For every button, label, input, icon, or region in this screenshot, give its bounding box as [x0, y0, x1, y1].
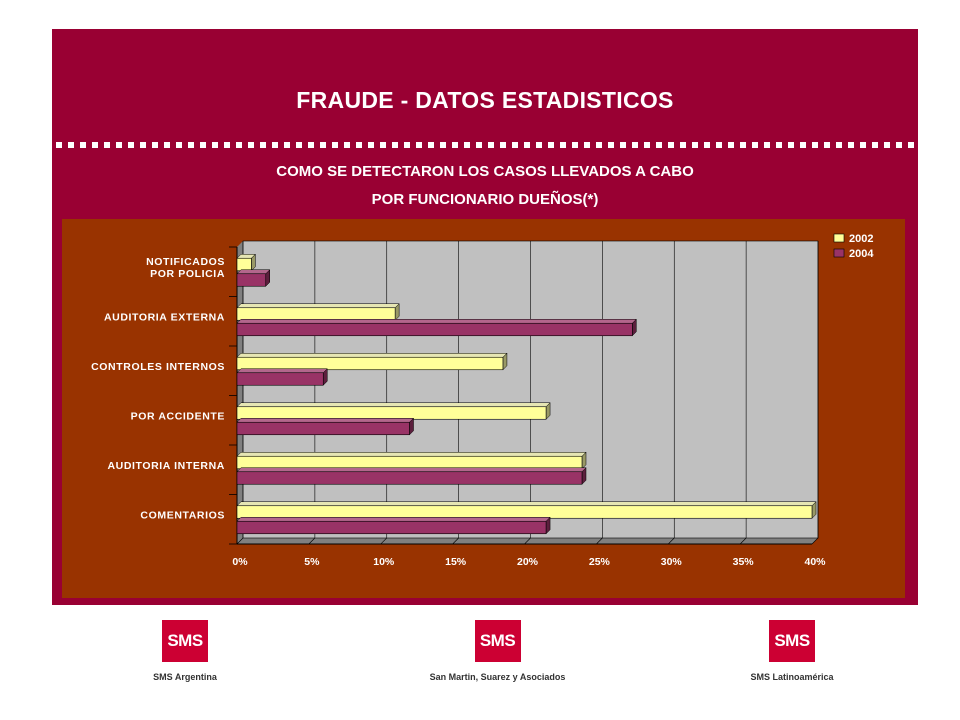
bar-2004 [236, 372, 324, 386]
chart-subtitle-line-1: COMO SE DETECTARON LOS CASOS LLEVADOS A … [276, 163, 694, 180]
logo-strip: SMS SMS Argentina SMS San Martin, Suarez… [0, 612, 960, 712]
bar-2002 [236, 307, 396, 321]
bar-top-2002 [236, 303, 400, 308]
x-tick-label: 25% [589, 556, 611, 568]
gridline-floor [236, 537, 244, 545]
bar-2002 [236, 257, 252, 272]
logo-sms-latinoamerica: SMS SMS Latinoamérica [722, 620, 862, 682]
bar-top-2004 [236, 467, 587, 472]
gridline-floor [739, 537, 747, 545]
category-label: POR POLICIA [150, 268, 225, 280]
gridline-floor [596, 537, 603, 545]
sms-logo-mark: SMS [474, 620, 521, 662]
bar-top-2002 [236, 501, 817, 506]
chart-subtitle-line-2: POR FUNCIONARIO DUEÑOS(*) [371, 191, 599, 208]
gridline-floor [668, 537, 675, 545]
x-tick-label: 40% [804, 556, 826, 568]
gridline-floor [811, 537, 819, 545]
logo-caption: SMS Argentina [153, 672, 217, 682]
slide-title: FRAUDE - DATOS ESTADISTICOS [296, 87, 674, 113]
legend-swatch-2004 [833, 248, 845, 258]
bar-top-2002 [236, 402, 551, 407]
gridline-floor [524, 537, 531, 545]
legend-label-2002: 2002 [849, 233, 873, 245]
x-tick-label: 35% [733, 556, 755, 568]
dotted-divider [56, 142, 916, 148]
legend-label-2004: 2004 [849, 248, 874, 260]
bar-chart: 0% 5% 10% 15% 20% 25% 30% 35% 40%NOTIFICADOSPOR … [91, 233, 874, 568]
x-tick-label: 10% [373, 556, 395, 568]
bar-2002 [236, 455, 583, 470]
bar-top-2004 [236, 418, 415, 423]
category-label: AUDITORIA INTERNA [107, 460, 225, 472]
sms-logo-mark: SMS [162, 620, 208, 662]
x-tick-label: 20% [517, 556, 539, 568]
chart-frame: 0% 5% 10% 15% 20% 25% 30% 35% 40% NOTIFICADOS POR … [62, 219, 905, 598]
x-tick-label: 0% [232, 556, 248, 568]
category-label: POR ACCIDENTE [131, 410, 225, 422]
category-label: AUDITORIA EXTERNA [104, 311, 225, 323]
bar-2004 [236, 273, 267, 287]
slide-panel: FRAUDE - DATOS ESTADISTICOS COMO SE DETE… [52, 29, 918, 605]
bar-2004 [236, 322, 633, 337]
bar-2004 [236, 520, 547, 535]
bar-top-2002 [236, 452, 587, 457]
bar-top-2004 [236, 319, 637, 324]
bar-2002 [236, 356, 504, 371]
logo-sms-argentina: SMS SMS Argentina [140, 620, 230, 682]
bar-top-2004 [236, 269, 271, 274]
logo-caption: SMS Latinoamérica [750, 672, 834, 682]
bar-2002 [236, 505, 813, 519]
category-label: COMENTARIOS [140, 509, 225, 521]
logo-san-martin-suarez: SMS San Martin, Suarez y Asociados [400, 620, 595, 682]
x-tick-label: 5% [304, 556, 320, 568]
x-tick-label: 30% [661, 556, 683, 568]
x-tick-label: 15% [445, 556, 467, 568]
bar-2002 [236, 406, 547, 420]
gridline-floor [308, 537, 316, 545]
bar-top-2004 [236, 517, 551, 522]
gridline-floor [380, 537, 387, 545]
category-label: CONTROLES INTERNOS [91, 361, 225, 373]
bar-2004 [236, 471, 583, 485]
bar-2004 [236, 421, 410, 436]
bar-top-2002 [236, 353, 508, 358]
legend-swatch-2002 [833, 233, 845, 243]
logo-caption: San Martin, Suarez y Asociados [429, 672, 566, 682]
category-label: NOTIFICADOS [146, 256, 225, 268]
gridline-floor [452, 537, 459, 545]
bar-top-2004 [236, 368, 328, 373]
sms-logo-mark: SMS [769, 620, 815, 662]
